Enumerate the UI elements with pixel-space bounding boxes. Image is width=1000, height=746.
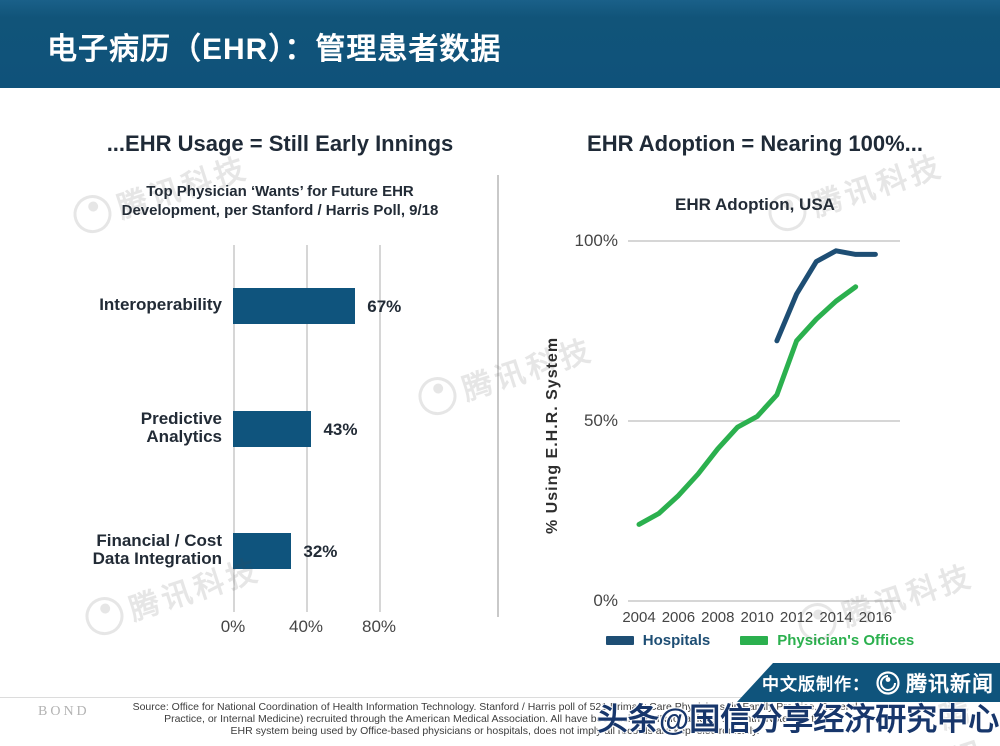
bar xyxy=(233,533,292,569)
y-tick-label: 0% xyxy=(593,591,618,610)
legend-swatch xyxy=(740,636,769,645)
x-tick-label: 2006 xyxy=(661,609,696,626)
x-tick-label: 2004 xyxy=(622,609,656,626)
y-axis-label: % Using E.H.R. System xyxy=(544,336,561,534)
y-tick-label: 50% xyxy=(583,411,618,430)
line-chart-title: EHR Adoption = Nearing 100%... xyxy=(587,131,923,156)
headline-watermark: 头条@国信分享经济研究中心 xyxy=(597,702,1000,737)
legend: Hospitals Physician's Offices xyxy=(520,632,1000,649)
legend-label: Physician's Offices xyxy=(777,632,915,649)
bar-category-label: Financial / Cost Data Integration xyxy=(92,531,222,568)
tencent-news-logo-icon xyxy=(876,670,900,695)
grid-line xyxy=(379,245,381,612)
bar-value-label: 32% xyxy=(303,542,338,561)
bar-chart-subtitle-line1: Top Physician ‘Wants’ for Future EHR xyxy=(146,183,414,200)
x-tick-label: 2012 xyxy=(779,609,814,626)
bond-logo: BOND xyxy=(38,704,90,719)
source-line: Source: Office for National Coordination… xyxy=(132,701,858,713)
bar-value-label: 43% xyxy=(323,420,358,439)
line-chart-plot: % Using E.H.R. System 100% 50% 0% 2004 2006 2… xyxy=(520,220,1000,666)
legend-item: Physician's Offices xyxy=(740,632,914,649)
bar-value-label: 67% xyxy=(367,297,402,316)
tencent-news-banner: 中文版制作： 腾讯新闻 xyxy=(737,663,1000,702)
series-line-hospitals xyxy=(774,248,878,344)
x-tick-label: 2008 xyxy=(701,609,735,626)
grid-line xyxy=(628,420,900,422)
bar-chart-subtitle: Top Physician ‘Wants’ for Future EHR Dev… xyxy=(70,182,490,220)
bar-chart-title: ...EHR Usage = Still Early Innings xyxy=(106,131,454,156)
series-line-physician-s-offices xyxy=(636,284,859,527)
bar xyxy=(233,411,312,447)
bar-chart-subtitle-line2: Development, per Stanford / Harris Poll,… xyxy=(121,202,439,219)
x-tick-label: 40% xyxy=(288,617,324,636)
slide-header: 电子病历（EHR）：管理患者数据 xyxy=(0,0,1000,88)
legend-swatch xyxy=(605,636,634,645)
source-note: Source: Office for National Coordination… xyxy=(90,701,900,738)
grid-line xyxy=(628,600,900,602)
legend-label: Hospitals xyxy=(642,632,711,649)
source-line: Practice, or Internal Medicine) recruite… xyxy=(164,713,826,726)
x-tick-label: 2014 xyxy=(819,609,853,626)
x-tick-label: 80% xyxy=(361,617,397,636)
x-tick-label: 2010 xyxy=(740,609,774,626)
panel-divider xyxy=(497,175,499,617)
y-tick-label: 100% xyxy=(574,231,618,250)
grid-line xyxy=(628,240,900,242)
page-title: 电子病历（EHR）：管理患者数据 xyxy=(47,33,502,66)
bar-category-label: Predictive Analytics xyxy=(140,409,222,446)
bar xyxy=(233,288,356,324)
footer-divider xyxy=(0,697,1000,698)
x-tick-label: 0% xyxy=(220,617,246,636)
bar-category-label: Interoperability xyxy=(99,295,222,314)
bar-chart-plot: 0% 40% 80% Interoperability 67% Predictive An… xyxy=(60,240,500,640)
banner-brand: 腾讯新闻 xyxy=(906,672,994,696)
source-line: EHR system being used by Office-based ph… xyxy=(230,725,760,738)
banner-prefix: 中文版制作： xyxy=(762,675,870,694)
x-tick-label: 2016 xyxy=(858,609,893,626)
line-chart-subtitle: EHR Adoption, USA xyxy=(675,195,835,214)
legend-item: Hospitals xyxy=(605,632,711,649)
